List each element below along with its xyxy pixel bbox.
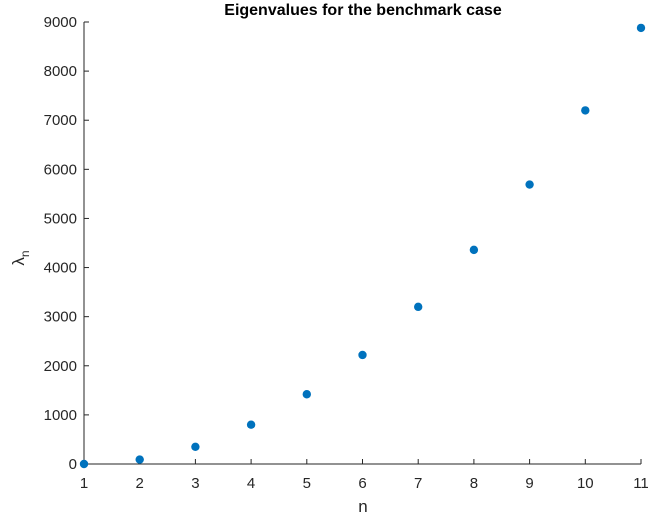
y-tick-label: 2000 bbox=[44, 358, 77, 375]
x-tick-label: 2 bbox=[136, 475, 144, 492]
y-tick-label: 7000 bbox=[44, 112, 77, 129]
data-point bbox=[469, 245, 479, 255]
y-axis-ticks: 0 1000 2000 3000 4000 5000 6000 7000 8000 9000 bbox=[44, 14, 89, 473]
y-axis-label: λn bbox=[9, 250, 32, 265]
data-point bbox=[581, 106, 590, 115]
chart-title: Eigenvalues for the benchmark case bbox=[224, 2, 502, 19]
x-tick-label: 9 bbox=[525, 475, 533, 492]
x-tick-label: 6 bbox=[358, 475, 366, 492]
y-tick-label: 6000 bbox=[44, 161, 77, 178]
y-tick-label: 9000 bbox=[44, 14, 77, 31]
data-point bbox=[414, 302, 423, 312]
data-point bbox=[246, 420, 256, 429]
data-point bbox=[636, 23, 646, 33]
y-tick-label: 5000 bbox=[44, 210, 77, 227]
x-axis-ticks: 1 2 3 4 5 6 7 8 9 10 11 bbox=[80, 459, 648, 492]
y-axis-label-symbol: λ bbox=[9, 257, 28, 266]
x-tick-label: 8 bbox=[470, 475, 478, 492]
x-tick-label: 11 bbox=[633, 475, 648, 492]
data-point bbox=[302, 390, 311, 399]
x-tick-label: 4 bbox=[247, 475, 255, 492]
x-tick-label: 10 bbox=[577, 475, 594, 492]
data-point bbox=[135, 455, 144, 464]
data-point bbox=[525, 180, 534, 189]
y-tick-label: 0 bbox=[69, 456, 77, 473]
axes bbox=[83, 22, 641, 465]
x-tick-label: 3 bbox=[191, 475, 199, 492]
y-tick-label: 3000 bbox=[44, 309, 77, 326]
x-tick-label: 1 bbox=[80, 475, 88, 492]
y-tick-label: 8000 bbox=[44, 63, 77, 80]
data-points bbox=[79, 23, 646, 469]
y-tick-label: 1000 bbox=[44, 407, 77, 424]
x-tick-label: 5 bbox=[303, 475, 311, 492]
x-axis-label: n bbox=[358, 497, 367, 516]
y-axis-label-subscript: n bbox=[18, 250, 32, 257]
data-point bbox=[358, 350, 367, 360]
x-tick-label: 7 bbox=[414, 475, 422, 492]
y-tick-label: 4000 bbox=[44, 260, 77, 277]
data-point bbox=[191, 442, 200, 452]
data-point bbox=[79, 459, 89, 469]
